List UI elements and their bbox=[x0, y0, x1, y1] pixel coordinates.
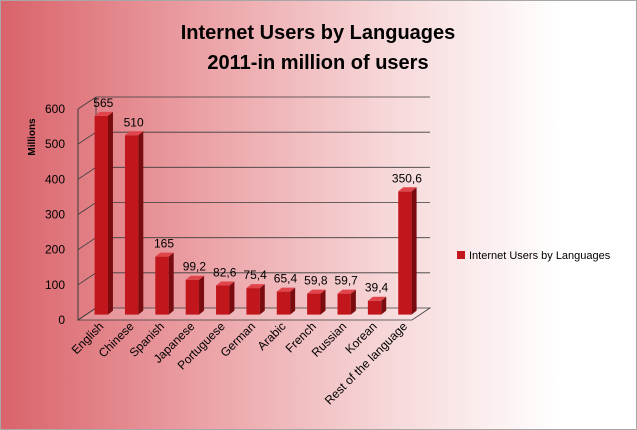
bar bbox=[246, 284, 265, 315]
bar bbox=[185, 275, 205, 315]
bar-front bbox=[307, 293, 321, 315]
data-label: 39,4 bbox=[365, 281, 389, 295]
y-axis-label: Millions bbox=[27, 118, 38, 156]
data-label: 59,8 bbox=[304, 274, 328, 288]
bar-top bbox=[276, 287, 296, 292]
data-label: 59,7 bbox=[335, 274, 359, 288]
bar bbox=[276, 287, 296, 315]
y-axis-depth bbox=[77, 307, 97, 321]
y-tick-label: 600 bbox=[45, 102, 65, 116]
bar bbox=[216, 281, 235, 315]
bar-front bbox=[367, 300, 382, 315]
bar-side bbox=[138, 131, 144, 315]
bar-top bbox=[337, 289, 356, 294]
chart-title-line-2: 2011-in million of users bbox=[207, 52, 428, 74]
data-label: 65,4 bbox=[274, 272, 298, 286]
x-tick-label: Arabic bbox=[255, 319, 289, 353]
bar bbox=[307, 289, 326, 315]
bar-side bbox=[350, 289, 356, 315]
bar-top bbox=[398, 187, 417, 192]
y-tick-label: 400 bbox=[45, 172, 65, 186]
bar-top bbox=[185, 275, 205, 280]
bar-top bbox=[216, 281, 235, 286]
bar-side bbox=[411, 187, 417, 315]
y-tick-label: 0 bbox=[58, 313, 65, 327]
bar-side bbox=[320, 289, 326, 315]
bar-front bbox=[337, 293, 351, 315]
bar-side bbox=[229, 281, 235, 315]
legend: Internet Users by Languages bbox=[457, 250, 611, 262]
bar-front bbox=[124, 135, 139, 315]
bar bbox=[124, 131, 144, 315]
data-label: 99,2 bbox=[183, 260, 207, 274]
bar-front bbox=[216, 285, 230, 315]
bar-top bbox=[246, 284, 265, 289]
chart-title: Internet Users by Languages 2011-in mill… bbox=[181, 22, 456, 74]
y-tick-label: 100 bbox=[45, 278, 65, 292]
legend-label: Internet Users by Languages bbox=[469, 250, 611, 262]
bar bbox=[398, 187, 417, 315]
bar-top bbox=[94, 111, 113, 116]
y-tick-label: 300 bbox=[45, 208, 65, 222]
bar-front bbox=[155, 256, 169, 315]
legend-swatch bbox=[457, 251, 465, 259]
bar-front bbox=[185, 279, 200, 315]
data-label: 82,6 bbox=[213, 266, 237, 280]
bar-top bbox=[155, 252, 174, 257]
bar-side bbox=[107, 111, 113, 315]
bar-front bbox=[276, 291, 291, 315]
data-label: 350,6 bbox=[392, 171, 422, 185]
gridline bbox=[77, 96, 430, 110]
bar bbox=[367, 296, 387, 315]
data-label: 165 bbox=[154, 237, 174, 251]
data-label: 510 bbox=[124, 115, 144, 129]
bar-side bbox=[259, 284, 265, 315]
y-tick-label: 500 bbox=[45, 137, 65, 151]
bar-side bbox=[168, 252, 174, 315]
chart-title-line-1: Internet Users by Languages bbox=[181, 22, 456, 44]
bar-front bbox=[398, 191, 412, 315]
bar-top bbox=[307, 289, 326, 294]
bar-side bbox=[381, 296, 387, 315]
bar bbox=[155, 252, 174, 315]
bar-side bbox=[290, 287, 296, 315]
bar-front bbox=[94, 115, 108, 315]
bar-top bbox=[367, 296, 387, 301]
bar-front bbox=[246, 288, 260, 315]
bar-side bbox=[199, 275, 205, 315]
data-label: 75,4 bbox=[243, 268, 267, 282]
data-label: 565 bbox=[93, 96, 113, 110]
bar-top bbox=[124, 131, 144, 136]
y-tick-label: 200 bbox=[45, 243, 65, 257]
bar bbox=[337, 289, 356, 315]
bar bbox=[94, 111, 113, 315]
